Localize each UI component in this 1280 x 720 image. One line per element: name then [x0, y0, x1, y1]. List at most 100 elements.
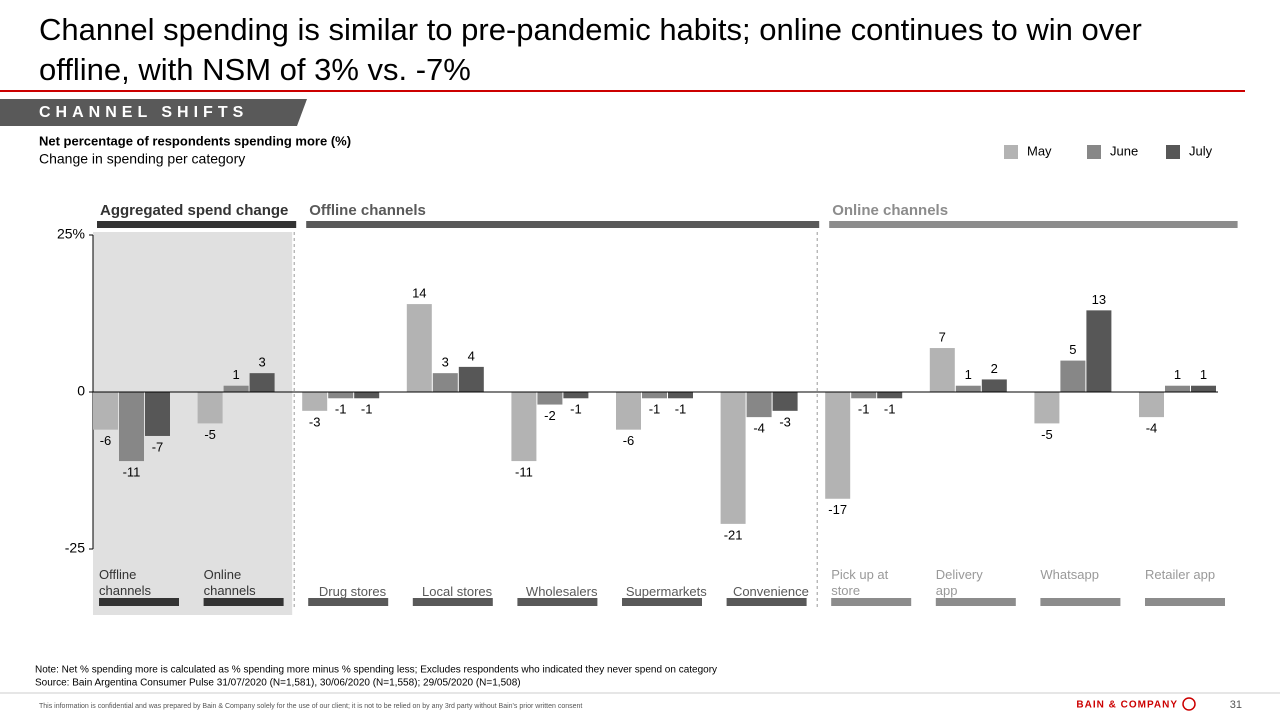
bar — [537, 392, 563, 405]
data-label: -5 — [204, 427, 216, 442]
page-number: 31 — [1230, 699, 1242, 711]
category-underline — [726, 598, 807, 606]
x-tick-label: Pick up at store — [831, 567, 889, 598]
data-label: -6 — [623, 433, 635, 448]
legend-label: June — [1110, 143, 1138, 158]
bar — [1034, 392, 1060, 424]
data-label: 5 — [1069, 342, 1076, 357]
group-bar — [97, 221, 297, 228]
bar — [929, 348, 955, 392]
bar — [1191, 385, 1216, 392]
data-label: 4 — [468, 348, 475, 363]
bar — [642, 392, 667, 399]
category-underline — [831, 598, 912, 606]
data-label: -17 — [828, 502, 847, 517]
data-label: -11 — [515, 465, 533, 480]
x-tick-label: Drug stores — [318, 584, 387, 599]
x-tick-label: Retailer app — [1145, 567, 1216, 582]
data-label: -21 — [724, 527, 743, 542]
bar — [563, 392, 589, 399]
bar — [825, 392, 851, 499]
bar — [119, 392, 144, 462]
data-label: 7 — [939, 329, 946, 344]
data-label: 1 — [232, 367, 239, 382]
bar — [1086, 310, 1112, 392]
data-label: -3 — [309, 414, 321, 429]
x-tick-label: Delivery app — [935, 567, 983, 598]
x-tick-label: Offline channels — [99, 567, 152, 598]
group-label: Online channels — [832, 202, 948, 219]
note: Note: Net % spending more is calculated … — [35, 665, 717, 676]
chart-subtitle: Change in spending per category — [39, 151, 245, 167]
data-label: 3 — [258, 355, 265, 370]
bar — [746, 392, 772, 418]
section-label: CHANNEL SHIFTS — [39, 104, 248, 121]
bar — [302, 392, 328, 411]
y-tick-label: 25% — [57, 226, 85, 242]
section-banner — [0, 99, 307, 126]
bar — [1139, 392, 1164, 418]
group-bar — [306, 221, 820, 228]
category-underline — [412, 598, 493, 606]
category-underline — [203, 598, 284, 606]
data-label: -7 — [152, 439, 164, 454]
legend-label: July — [1189, 143, 1213, 158]
category-underline — [308, 598, 389, 606]
category-underline — [1040, 598, 1121, 606]
x-tick-label: Whatsapp — [1040, 567, 1099, 582]
bar — [354, 392, 380, 399]
y-tick-label: 0 — [77, 383, 85, 399]
bar — [981, 379, 1007, 392]
data-label: 3 — [442, 355, 449, 370]
data-label: -1 — [858, 402, 870, 417]
data-label: -1 — [649, 402, 661, 417]
category-underline — [622, 598, 702, 606]
data-label: 13 — [1092, 292, 1106, 307]
x-tick-label: Online channels — [203, 567, 256, 598]
legend-swatch — [1087, 145, 1101, 159]
data-label: -4 — [753, 421, 765, 436]
bar — [720, 392, 746, 524]
legend-label: May — [1027, 143, 1052, 158]
x-tick-label: Wholesalers — [525, 584, 598, 599]
x-tick-label: Convenience — [732, 584, 809, 599]
data-label: -1 — [675, 402, 687, 417]
x-tick-label: Supermarkets — [625, 584, 707, 599]
bar — [406, 304, 432, 392]
confidential: This information is confidential and was… — [39, 703, 582, 710]
bar — [616, 392, 641, 430]
bar — [223, 385, 249, 392]
bar — [877, 392, 903, 399]
source: Source: Bain Argentina Consumer Pulse 31… — [35, 678, 521, 689]
bar — [197, 392, 223, 424]
legend-swatch — [1004, 145, 1018, 159]
bar — [851, 392, 877, 399]
bar — [328, 392, 354, 399]
y-tick-label: -25 — [65, 540, 85, 556]
chart-title: Net percentage of respondents spending m… — [39, 133, 351, 148]
brand-logo — [1182, 697, 1196, 711]
data-label: 1 — [965, 367, 972, 382]
slide-title: Channel spending is similar to pre-pande… — [39, 12, 1142, 87]
group-label: Aggregated spend change — [100, 202, 288, 219]
bar — [458, 366, 484, 392]
x-tick-label: Local stores — [422, 584, 493, 599]
bar — [668, 392, 693, 399]
data-label: 1 — [1200, 367, 1207, 382]
legend-swatch — [1166, 145, 1180, 159]
data-label: -1 — [570, 402, 582, 417]
bar — [145, 392, 170, 436]
brand: BAIN & COMPANY — [1076, 700, 1178, 711]
bar — [93, 392, 118, 430]
category-underline — [99, 598, 179, 606]
data-label: -4 — [1146, 421, 1158, 436]
bar — [432, 373, 458, 392]
data-label: 14 — [412, 286, 426, 301]
data-label: -2 — [544, 408, 556, 423]
bar — [511, 392, 537, 462]
data-label: -1 — [361, 402, 373, 417]
data-label: 1 — [1174, 367, 1181, 382]
data-label: -11 — [123, 465, 141, 480]
group-label: Offline channels — [309, 202, 426, 219]
